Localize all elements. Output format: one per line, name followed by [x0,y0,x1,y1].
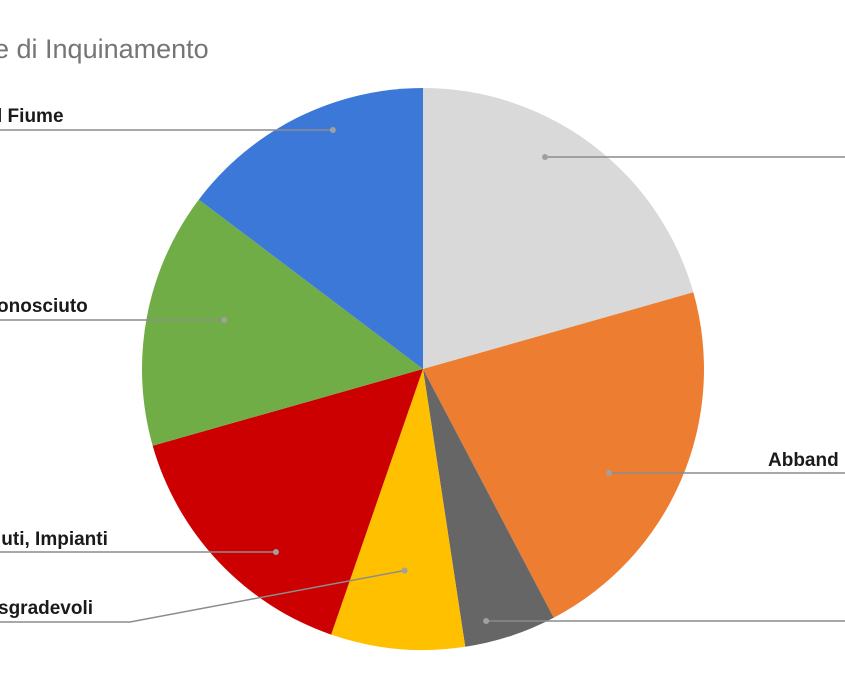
leader-dot-1 [605,470,612,476]
pie-slice-0 [423,88,694,369]
leader-dot-6 [329,127,336,133]
chart-title: e di Inquinamento [0,34,209,64]
pie-slice-6 [198,88,423,369]
slice-label-1: Abband [768,450,839,471]
pie-slice-4 [152,369,423,635]
leader-dot-3 [401,567,408,574]
pie-slice-1 [423,292,704,618]
slice-label-5: onosciuto [0,296,88,317]
slice-label-3: sgradevoli [0,598,93,619]
pie-slice-2 [423,369,554,647]
leader-line-3 [0,569,405,623]
leader-dot-0 [541,154,548,160]
slice-label-4: iuti, Impianti [0,529,108,550]
slice-label-6: l Fiume [0,106,64,127]
pie-slice-3 [331,369,466,651]
leader-dot-5 [221,317,228,323]
pie-slice-5 [142,199,424,446]
leader-dot-4 [272,549,279,555]
leader-dot-2 [483,618,490,624]
